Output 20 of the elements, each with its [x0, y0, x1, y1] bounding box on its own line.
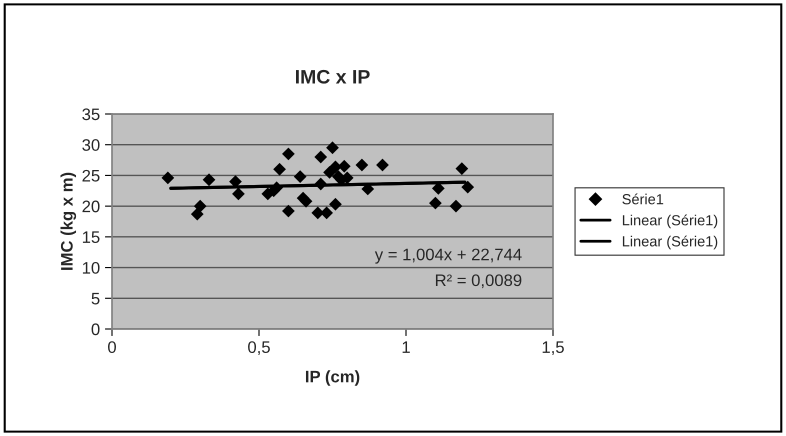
legend-label: Linear (Série1)	[622, 214, 718, 228]
y-tick-label: 25	[82, 170, 100, 182]
y-tick-label: 35	[82, 108, 100, 120]
x-tick-label: 0	[108, 341, 116, 354]
legend-label: Série1	[622, 193, 664, 204]
y-tick-label: 0	[92, 323, 100, 336]
x-tick-label: 1,5	[542, 341, 564, 356]
y-tick-label: 15	[82, 231, 100, 244]
y-axis-title: IMC (kg x m)	[60, 172, 76, 270]
y-tick-label: 10	[82, 262, 100, 274]
chart-title: IMC x IP	[296, 70, 370, 84]
x-tick-label: 1	[402, 341, 410, 353]
legend-label: Linear (Série1)	[622, 236, 718, 250]
x-axis-title: IP (cm)	[306, 370, 360, 386]
x-tick-label: 0,5	[248, 341, 270, 356]
y-tick-label: 5	[92, 292, 100, 304]
annotation: R² = 0,0089	[436, 274, 522, 288]
annotation: y = 1,004x + 22,744	[374, 248, 522, 264]
y-tick-label: 20	[82, 200, 100, 212]
y-tick-label: 30	[82, 139, 100, 151]
